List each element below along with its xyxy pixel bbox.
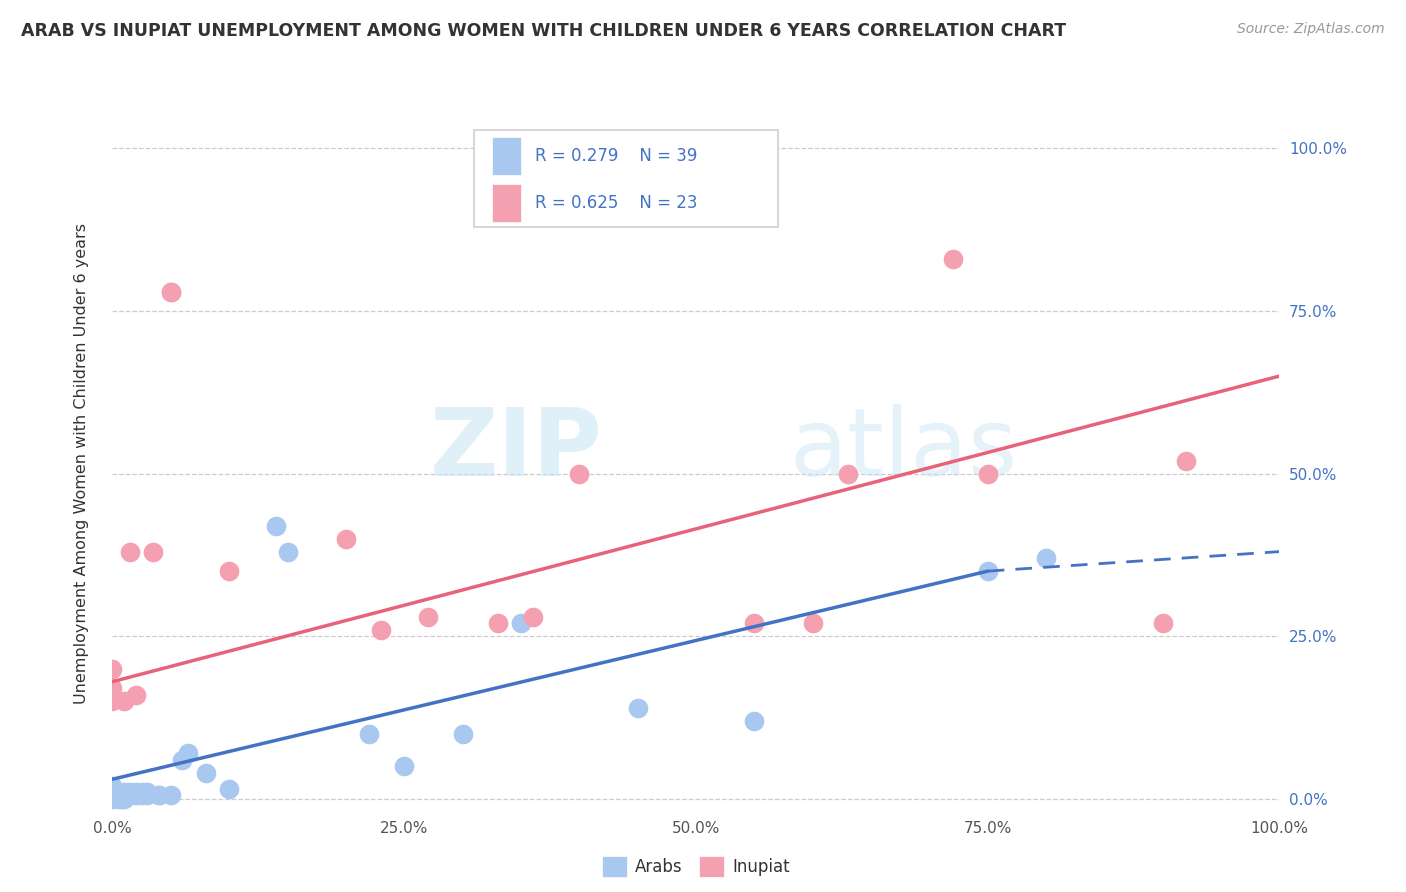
Point [131,785,153,799]
Point [509,616,531,631]
Point [976,564,998,578]
Point [125,688,148,702]
Point [101,694,124,708]
Legend: Arabs, Inupiat: Arabs, Inupiat [595,850,797,883]
Point [118,789,141,803]
Point [218,781,240,796]
Bar [492,137,520,176]
Point [131,789,153,803]
Point [1035,551,1057,566]
Point [742,714,765,728]
Point [115,785,138,799]
Bar [492,184,520,222]
Point [160,285,183,299]
Point [627,700,650,714]
Point [112,694,135,708]
Point [110,791,132,805]
Point [101,789,124,803]
Point [976,467,998,481]
Point [107,791,129,805]
Point [142,544,165,558]
Point [1152,616,1174,631]
Point [1175,453,1198,467]
Point [276,544,298,558]
Point [451,727,474,741]
Point [160,789,183,803]
Point [359,727,381,741]
Text: Source: ZipAtlas.com: Source: ZipAtlas.com [1237,22,1385,37]
Point [125,789,148,803]
Point [218,564,240,578]
Point [801,616,824,631]
Point [101,662,124,676]
Point [118,544,141,558]
Point [486,616,509,631]
Point [148,789,170,803]
Point [110,787,132,801]
Point [942,252,965,266]
Point [112,789,135,803]
Point [112,791,135,805]
Text: R = 0.625    N = 23: R = 0.625 N = 23 [534,194,697,212]
Point [115,789,138,803]
Point [136,785,159,799]
Point [101,791,124,805]
Point [416,609,439,624]
Point [837,467,859,481]
Point [568,467,591,481]
Text: atlas: atlas [789,404,1018,496]
Point [742,616,765,631]
Y-axis label: Unemployment Among Women with Children Under 6 years: Unemployment Among Women with Children U… [75,223,89,705]
FancyBboxPatch shape [474,130,778,227]
Point [264,518,287,533]
Point [177,746,200,760]
Point [522,609,544,624]
Text: ZIP: ZIP [430,404,603,496]
Point [148,789,170,803]
Point [194,765,217,780]
Point [136,789,159,803]
Point [335,532,357,546]
Point [118,785,141,799]
Point [107,789,129,803]
Point [172,753,194,767]
Point [392,759,416,773]
Point [125,785,148,799]
Point [101,787,124,801]
Point [101,779,124,793]
Text: ARAB VS INUPIAT UNEMPLOYMENT AMONG WOMEN WITH CHILDREN UNDER 6 YEARS CORRELATION: ARAB VS INUPIAT UNEMPLOYMENT AMONG WOMEN… [21,22,1066,40]
Point [101,785,124,799]
Point [160,285,183,299]
Point [370,623,392,637]
Text: R = 0.279    N = 39: R = 0.279 N = 39 [534,147,697,165]
Point [112,785,135,799]
Point [101,681,124,695]
